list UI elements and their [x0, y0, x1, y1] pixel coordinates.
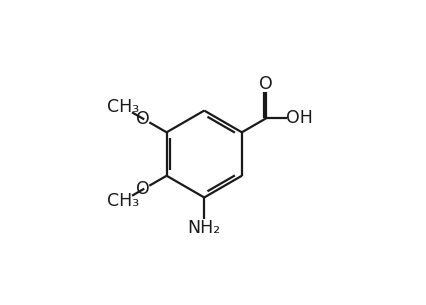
- Text: CH₃: CH₃: [107, 99, 140, 117]
- Text: OH: OH: [286, 109, 313, 127]
- Text: NH₂: NH₂: [188, 220, 221, 238]
- Text: CH₃: CH₃: [107, 192, 140, 210]
- Text: O: O: [259, 75, 273, 93]
- Text: O: O: [136, 109, 150, 127]
- Text: O: O: [136, 181, 150, 199]
